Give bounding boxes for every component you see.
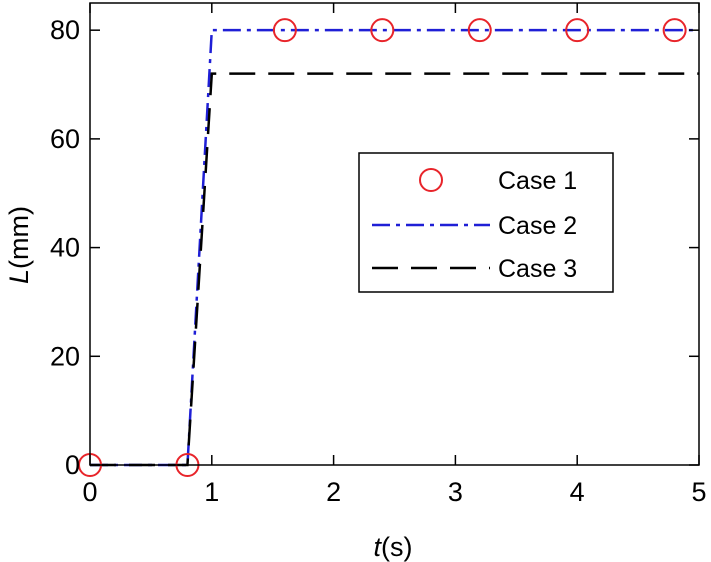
y-axis-label: L(mm) (4, 206, 34, 284)
legend: Case 1 Case 2 Case 3 (358, 152, 614, 293)
y-tick-label: 20 (50, 341, 80, 371)
legend-label-case-3: Case 3 (498, 255, 577, 283)
legend-marker-case-1 (419, 168, 443, 192)
y-tick-label: 0 (65, 450, 80, 480)
x-tick-label: 4 (570, 477, 585, 507)
x-tick-label: 2 (326, 477, 341, 507)
x-axis-label: t(s) (374, 532, 413, 562)
y-tick-label: 60 (50, 124, 80, 154)
legend-box (358, 152, 614, 293)
legend-label-case-1: Case 1 (498, 167, 577, 195)
series-marker-case-1 (662, 18, 687, 43)
legend-label-case-2: Case 2 (498, 212, 577, 240)
x-tick-label: 5 (691, 477, 706, 507)
x-tick-label: 3 (448, 477, 463, 507)
axes-box (89, 2, 700, 466)
y-tick-label: 40 (50, 233, 80, 263)
x-axis-unit: (s) (381, 532, 412, 562)
y-axis-unit: (mm) (4, 206, 34, 269)
series-marker-case-1 (370, 18, 395, 43)
x-axis-variable: t (374, 532, 383, 562)
series-marker-case-1 (467, 18, 492, 43)
x-tick-label: 0 (82, 477, 97, 507)
axes: 0 1 2 3 4 5 0 20 40 60 80 (50, 2, 707, 507)
y-axis-variable: L (4, 269, 34, 284)
series-marker-case-1 (565, 18, 590, 43)
series-marker-case-1 (272, 18, 297, 43)
y-tick-label: 80 (50, 15, 80, 45)
x-tick-label: 1 (204, 477, 219, 507)
